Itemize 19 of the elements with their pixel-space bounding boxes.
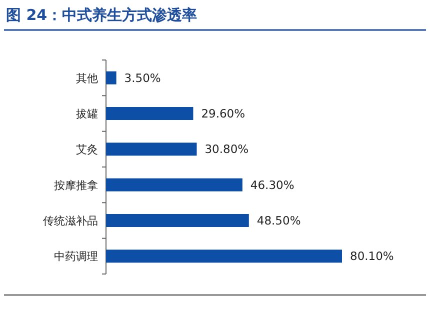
- y-tick-label: 传统滋补品: [43, 214, 98, 228]
- data-label: 3.50%: [124, 70, 161, 85]
- data-label: 30.80%: [204, 142, 249, 156]
- y-tick-label: 其他: [76, 72, 98, 85]
- y-tick-label: 中药调理: [54, 250, 98, 264]
- chart-title: 图 24：中式养生方式渗透率: [6, 6, 198, 24]
- data-label: 48.50%: [256, 214, 301, 228]
- bar: [106, 214, 249, 227]
- bar: [106, 107, 194, 120]
- data-label: 80.10%: [350, 249, 394, 264]
- y-tick-label: 拔罐: [76, 108, 98, 120]
- y-tick-label: 按摩推拿: [54, 178, 98, 192]
- bar: [106, 250, 342, 263]
- y-tick-label: 艾灸: [76, 143, 98, 156]
- bar: [106, 71, 116, 84]
- data-label: 29.60%: [201, 106, 246, 120]
- bar: [106, 142, 197, 156]
- bar: [106, 178, 242, 192]
- data-label: 46.30%: [250, 178, 294, 192]
